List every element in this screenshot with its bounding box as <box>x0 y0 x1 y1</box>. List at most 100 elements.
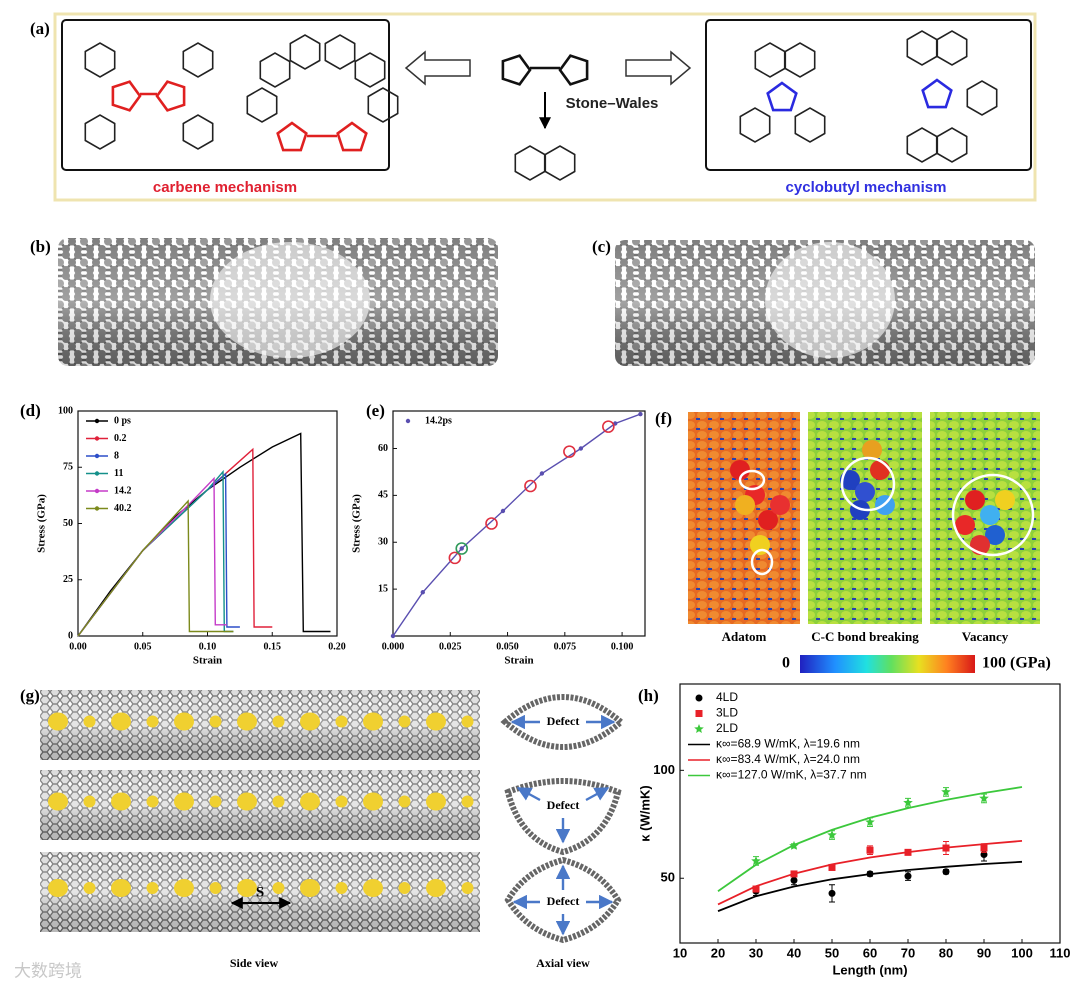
defect-site <box>426 792 446 811</box>
defect-site <box>209 715 222 728</box>
legend-swatch-dot <box>94 453 100 459</box>
defect-site <box>335 882 348 894</box>
x-tick-label: 60 <box>863 945 877 960</box>
x-tick-label: 50 <box>825 945 839 960</box>
arrow-label: Stone–Wales <box>566 95 659 112</box>
panel-label: (h) <box>638 686 659 705</box>
colorbar-min: 0 <box>782 655 790 672</box>
hotspot <box>995 490 1015 510</box>
defect-site <box>363 792 383 811</box>
x-tick-label: 0.15 <box>264 641 282 652</box>
defect-site <box>461 795 474 808</box>
hotspot <box>965 490 985 510</box>
y-tick-label: 45 <box>378 490 388 501</box>
panel-label: (d) <box>20 401 41 420</box>
marker <box>903 797 913 807</box>
nanotube-shade <box>40 690 480 760</box>
defect-region <box>210 242 370 358</box>
ring <box>544 145 576 181</box>
hotspot <box>758 510 778 530</box>
cyclobutyl-box <box>705 19 1032 171</box>
marker <box>828 863 836 871</box>
series-line <box>717 860 1023 912</box>
series-line <box>77 476 227 637</box>
colorbar <box>800 655 975 673</box>
ring <box>246 87 278 123</box>
defect-site <box>146 715 159 728</box>
legend-label: 8 <box>114 450 119 461</box>
x-tick-label: 100 <box>1011 945 1033 960</box>
x-tick-label: 80 <box>939 945 953 960</box>
series-line <box>77 499 234 637</box>
legend-label: 0 ps <box>114 415 131 426</box>
legend-label: 11 <box>114 468 123 479</box>
marker <box>420 590 425 595</box>
x-tick-label: 110 <box>1050 945 1071 960</box>
x-tick-label: 70 <box>901 945 915 960</box>
highlight-ring <box>840 456 896 512</box>
map-caption: C-C bond breaking <box>811 629 919 644</box>
x-tick-label: 0.050 <box>496 641 519 652</box>
series-line <box>717 786 1023 892</box>
defect-site <box>363 712 383 731</box>
legend-label: κ∞=127.0 W/mK, λ=37.7 nm <box>716 768 867 782</box>
highlight-circle <box>524 479 537 493</box>
watermark: 大数跨境 <box>14 961 82 980</box>
highlight-circle <box>563 445 576 458</box>
hotspot <box>862 440 882 460</box>
x-tick-label: 0.000 <box>382 641 405 652</box>
panel-label: (e) <box>366 401 385 420</box>
panel-label: (f) <box>655 409 672 428</box>
marker <box>694 724 704 733</box>
ring <box>794 107 826 143</box>
y-axis-label: Stress (GPa) <box>351 494 363 553</box>
x-axis-label: Strain <box>504 655 533 667</box>
highlight-ring <box>750 548 774 576</box>
defect-site <box>237 712 257 731</box>
arrow-left <box>404 50 471 86</box>
marker <box>979 793 989 803</box>
series-line <box>717 840 1023 906</box>
marker <box>866 846 874 854</box>
carbene-box <box>61 19 390 171</box>
nanotube-shade <box>40 770 480 840</box>
legend-swatch-dot <box>94 488 100 494</box>
defect-site <box>272 882 285 894</box>
y-tick-label: 100 <box>653 762 675 777</box>
legend-label: 2LD <box>716 721 738 735</box>
ring <box>182 114 214 150</box>
defect-label: Defect <box>547 894 580 908</box>
highlight-circle <box>485 517 498 530</box>
defect-region <box>765 242 895 358</box>
y-tick-label: 100 <box>58 405 73 416</box>
hotspot <box>955 515 975 535</box>
marker <box>827 830 837 840</box>
ring <box>784 42 816 78</box>
defect-site <box>174 792 194 811</box>
marker <box>695 710 703 717</box>
ring <box>289 34 321 70</box>
legend-swatch-dot <box>94 418 100 424</box>
ring <box>324 34 356 70</box>
caption: carbene mechanism <box>153 179 297 196</box>
panel-a-frame <box>53 12 1037 202</box>
ring <box>558 54 589 86</box>
highlight-circle <box>455 542 469 555</box>
series-line <box>77 469 234 637</box>
defect-site <box>111 712 131 731</box>
legend-label: κ∞=83.4 W/mK, λ=24.0 nm <box>716 752 860 766</box>
ring <box>966 80 998 116</box>
panel-label: (c) <box>592 237 611 256</box>
defect-site <box>398 795 411 808</box>
ring <box>182 42 214 78</box>
marker <box>941 786 951 796</box>
x-tick-label: 0.00 <box>69 641 87 652</box>
hotspot <box>730 460 750 480</box>
defect-site <box>48 792 68 811</box>
defect-site <box>398 882 411 894</box>
map-caption: Adatom <box>722 629 767 644</box>
marker <box>980 844 988 852</box>
y-axis-label: κ (W/mK) <box>637 785 652 841</box>
defect-site <box>111 879 131 897</box>
marker <box>865 817 875 827</box>
